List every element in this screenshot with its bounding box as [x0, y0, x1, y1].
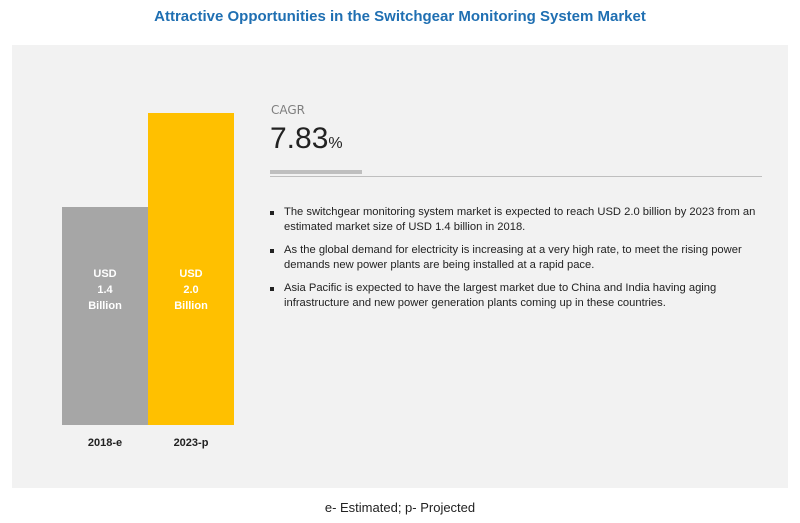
bullet: Asia Pacific is expected to have the lar…: [268, 281, 768, 311]
divider: [270, 170, 362, 174]
bullet: As the global demand for electricity is …: [268, 243, 768, 273]
cagr-number: 7.83: [270, 122, 329, 155]
bullet: The switchgear monitoring system market …: [268, 205, 768, 235]
divider: [270, 176, 762, 177]
cagr-unit: %: [328, 135, 343, 152]
bar-label: USD 1.4 Billion: [88, 268, 122, 312]
bar: [62, 206, 148, 425]
cagr-label: CAGR: [271, 103, 306, 117]
bullet-list: The switchgear monitoring system market …: [268, 205, 768, 319]
footnote: e- Estimated; p- Projected: [324, 500, 476, 515]
x-tick-label: 2023-p: [173, 437, 209, 449]
title: Attractive Opportunities in the Switchge…: [154, 8, 646, 25]
cagr-value: 7.83%: [270, 122, 343, 156]
x-tick-label: 2018-e: [87, 437, 123, 449]
bar-label: USD 2.0 Billion: [174, 268, 208, 312]
bar: [148, 113, 234, 425]
